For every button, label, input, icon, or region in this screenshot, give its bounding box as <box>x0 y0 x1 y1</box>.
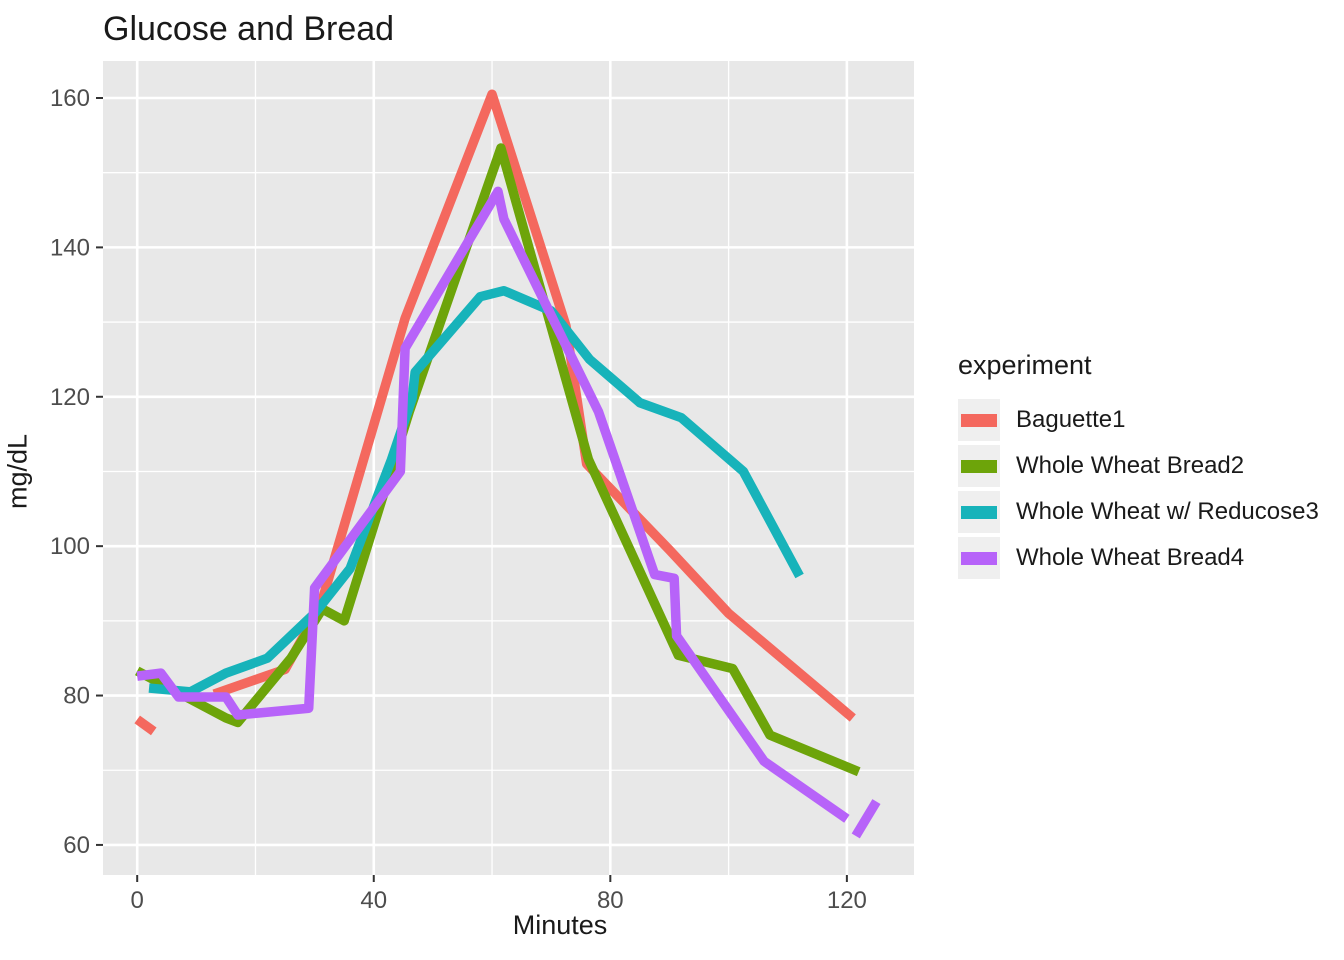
legend-item-label: Whole Wheat Bread2 <box>1016 452 1245 479</box>
y-axis-title: mg/dL <box>2 433 33 510</box>
x-axis-title-text: Minutes <box>512 910 608 940</box>
legend-title: experiment <box>958 350 1092 380</box>
x-tick-label: 40 <box>360 887 387 914</box>
y-tick-label: 160 <box>50 85 90 112</box>
legend-item-label: Whole Wheat Bread4 <box>1016 544 1245 571</box>
legend-key-swatch <box>961 551 997 565</box>
legend-key-swatch <box>961 505 997 519</box>
legend-items: Baguette1 Whole Wheat Bread2 Whole Wheat w… <box>958 397 1338 581</box>
legend-item-whole-wheat-bread2: Whole Wheat Bread2 <box>958 443 1338 489</box>
chart-title: Glucose and Bread <box>103 10 395 48</box>
legend-item-whole-wheat-bread4: Whole Wheat Bread4 <box>958 535 1338 581</box>
series-line-whole-wheat-bread4 <box>851 799 881 839</box>
series-line-baguette1 <box>134 715 157 736</box>
y-tick-label: 120 <box>50 384 90 411</box>
x-tick-label: 120 <box>827 887 867 914</box>
x-tick-label: 80 <box>597 887 624 914</box>
legend-item-label: Whole Wheat w/ Reducose3 <box>1016 498 1319 525</box>
series-line-whole-wheat-bread4 <box>136 186 850 823</box>
legend: experiment Baguette1 Whole Wheat Bread2 Wh… <box>958 350 1338 581</box>
y-tick-label: 140 <box>50 234 90 261</box>
legend-item-label: Baguette1 <box>1016 406 1126 433</box>
legend-key-swatch <box>961 459 997 473</box>
legend-key-swatch <box>961 413 997 427</box>
y-tick-label: 100 <box>50 533 90 560</box>
series-line-whole-wheat-w-reducose3 <box>148 285 804 697</box>
x-tick-label: 0 <box>131 887 144 914</box>
legend-item-baguette1: Baguette1 <box>958 397 1338 443</box>
legend-key <box>958 537 1000 579</box>
legend-key <box>958 491 1000 533</box>
legend-key <box>958 399 1000 441</box>
legend-item-whole-wheat-w-reducose3: Whole Wheat w/ Reducose3 <box>958 489 1338 535</box>
x-axis-title: Minutes <box>0 910 1017 941</box>
legend-key <box>958 445 1000 487</box>
y-tick-label: 80 <box>63 683 90 710</box>
y-tick-label: 60 <box>63 832 90 859</box>
